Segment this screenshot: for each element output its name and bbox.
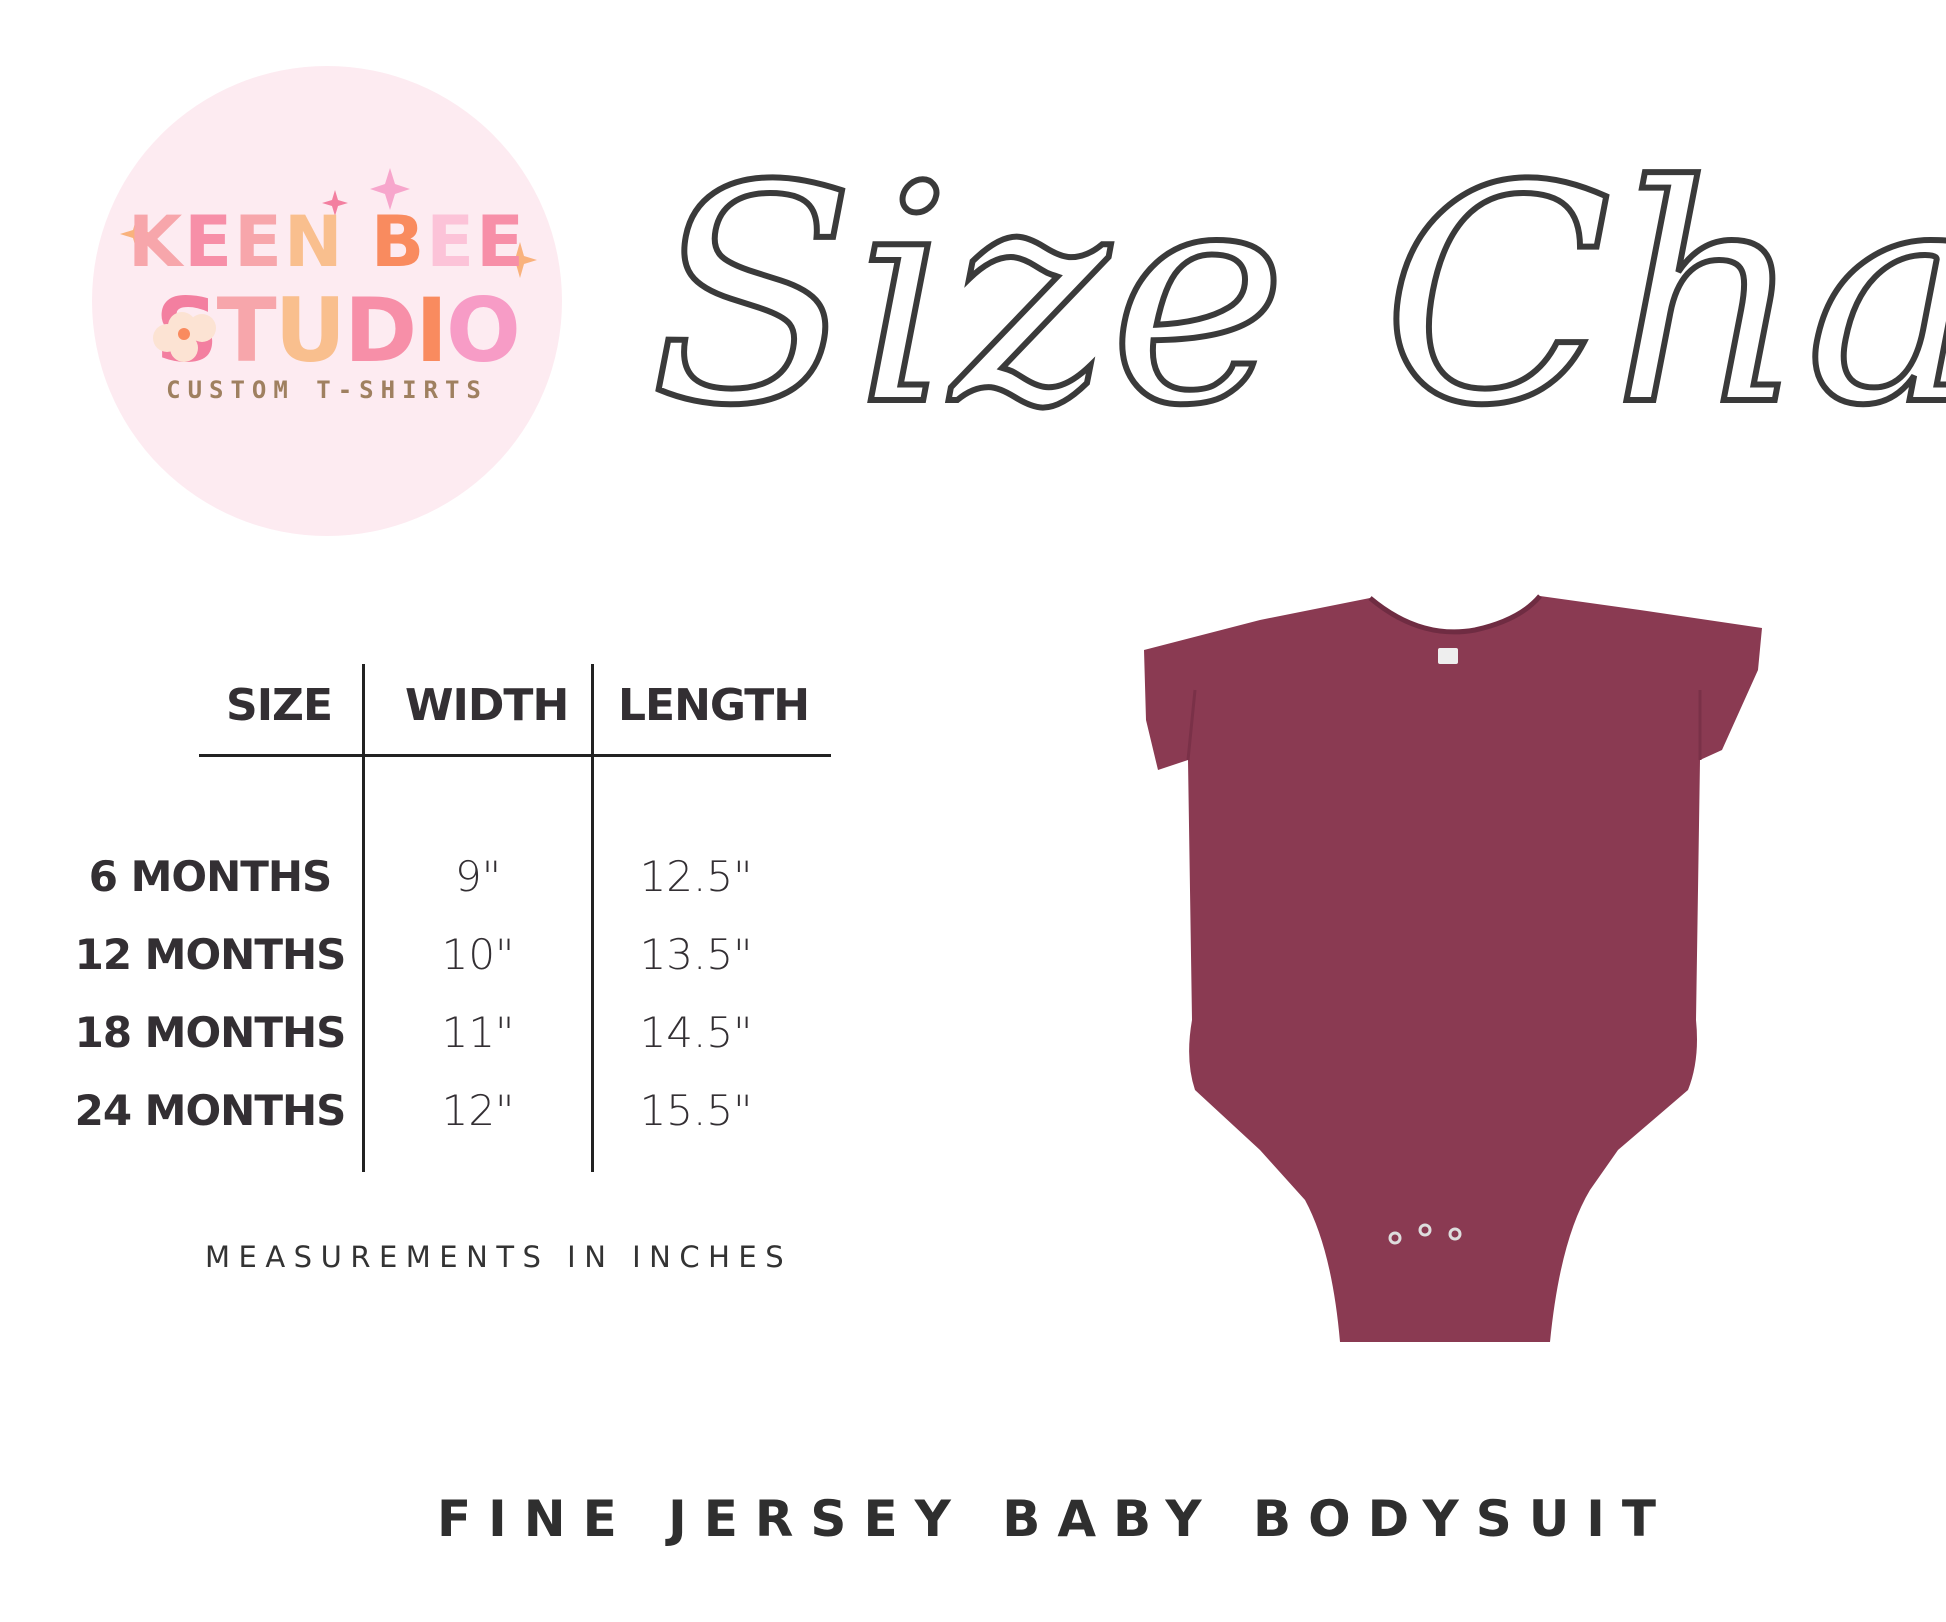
label-tag [1438,648,1458,664]
brand-logo: KEEN BEE STUDIO CUSTOM T-SHIRTS [92,66,562,536]
header-divider [199,754,831,757]
size-cell: 18 MONTHS [74,1008,347,1057]
bodysuit-image [1144,594,1762,1342]
svg-text:STUDIO: STUDIO [155,279,519,382]
product-name: FINE JERSEY BABY BODYSUIT [437,1490,1674,1548]
column-divider [591,664,594,1172]
header-length: LENGTH [618,680,810,731]
logo-tagline: CUSTOM T-SHIRTS [166,376,488,404]
width-cell: 9" [454,852,502,901]
svg-text:Size Chart: Size Chart [650,122,1946,471]
header-width: WIDTH [405,680,569,731]
measurement-note: MEASUREMENTS IN INCHES [205,1240,793,1274]
sparkle-icon [322,190,348,216]
sparkle-icon [370,168,410,210]
width-cell: 11" [441,1008,515,1057]
sparkle-icon [120,216,537,278]
page-title: Size Chart [647,119,1946,474]
width-cell: 12" [441,1086,515,1135]
length-cell: 13.5" [639,930,753,979]
length-cell: 14.5" [639,1008,753,1057]
logo-artwork: KEEN BEE STUDIO CUSTOM T-SHIRTS [120,168,537,404]
length-cell: 12.5" [639,852,753,901]
header-size: SIZE [226,680,333,731]
width-cell: 10" [441,930,515,979]
size-cell: 12 MONTHS [74,930,347,979]
length-cell: 15.5" [639,1086,753,1135]
svg-text:KEEN BEE: KEEN BEE [128,201,526,283]
size-cell: 24 MONTHS [74,1086,347,1135]
column-divider [362,664,365,1172]
flower-icon [153,312,216,362]
size-cell: 6 MONTHS [88,852,333,901]
snap-buttons [1388,1223,1462,1245]
